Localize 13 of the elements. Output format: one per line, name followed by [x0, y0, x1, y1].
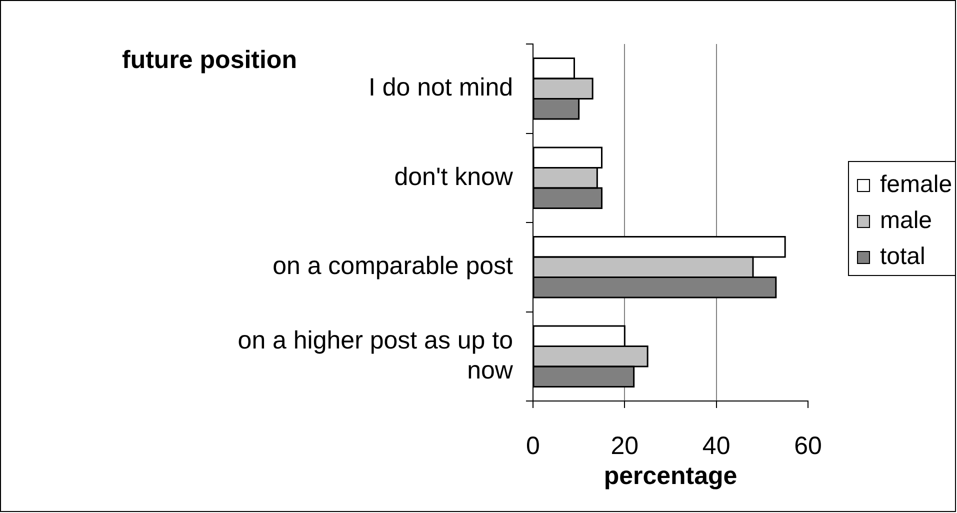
- y-tick-label: I do not mind: [368, 74, 513, 102]
- legend-label: total: [880, 242, 926, 272]
- y-tick-label: on a higher post as up to now: [238, 326, 514, 384]
- x-tick-label: 40: [702, 432, 730, 460]
- x-tick-label: 20: [610, 432, 639, 460]
- y-axis-title: future position: [122, 45, 297, 75]
- text: female: [880, 170, 952, 200]
- x-tick-label: 60: [794, 432, 822, 460]
- y-tick-label: don't know: [394, 162, 514, 191]
- x-axis-title: percentage: [604, 462, 738, 490]
- legend-label: male: [880, 206, 932, 236]
- x-tick-label: 0: [526, 432, 540, 460]
- y-tick-label: on a comparable post: [272, 252, 514, 280]
